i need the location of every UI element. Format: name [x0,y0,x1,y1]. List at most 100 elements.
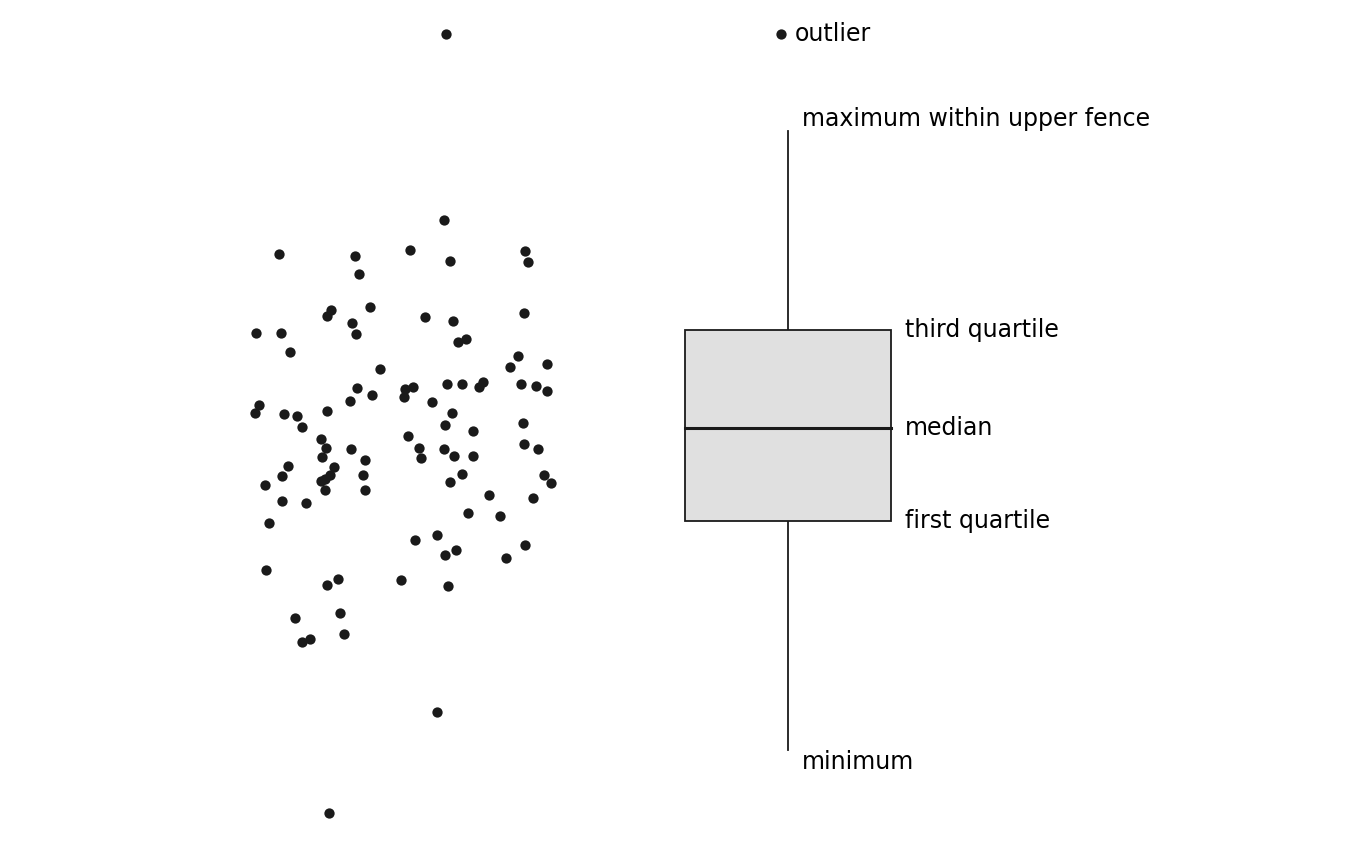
Point [521,491,543,505]
Point [514,245,536,258]
Point [340,394,362,407]
Point [536,357,558,370]
Point [321,303,343,317]
Point [311,450,333,463]
Point [340,442,362,456]
Point [270,469,292,483]
Point [359,301,381,314]
Point [462,424,484,438]
Point [329,606,351,620]
Point [254,479,276,492]
Point [271,494,293,507]
Point [299,633,321,646]
Point [495,551,517,565]
Point [462,449,484,462]
Point [354,453,376,467]
Point [245,326,267,340]
Point [439,475,461,489]
Point [446,544,468,557]
Point [517,255,539,268]
Point [536,385,558,398]
Point [398,429,420,443]
Point [345,327,367,340]
Point [341,316,363,329]
Point [314,483,336,496]
Point [392,390,414,404]
Point [277,459,299,473]
Point [317,578,339,591]
Point [437,579,459,593]
Point [433,442,455,456]
Point [455,332,477,346]
Point [322,460,344,473]
Point [318,806,340,820]
Point [269,247,291,261]
Point [258,517,280,530]
Point [399,243,421,257]
Point [510,377,532,390]
Point [526,442,548,456]
Point [436,377,458,390]
Point [473,375,495,389]
Point [287,409,308,423]
Point [354,483,376,496]
Text: outlier: outlier [795,22,872,46]
Point [270,326,292,340]
Point [451,378,473,391]
Point [441,314,463,328]
Point [513,307,535,320]
Point [426,529,448,542]
Point [435,27,457,41]
Point [439,254,461,268]
Point [344,249,366,263]
Point [326,573,348,586]
Point [507,349,529,363]
Point [489,509,511,523]
Point [511,416,533,429]
Point [369,362,391,375]
Point [315,309,337,323]
Point [310,473,332,487]
Point [295,496,317,510]
Point [292,421,314,435]
Point [333,628,355,641]
Point [318,468,340,482]
Point [433,418,455,432]
Point [513,437,535,451]
Point [458,506,480,519]
Point [433,213,455,226]
Point [451,468,473,481]
Point [409,441,430,455]
Point [468,380,489,394]
Point [352,468,374,482]
Point [533,468,555,481]
Point [391,573,413,587]
Point [361,388,383,401]
Text: minimum: minimum [802,750,914,773]
Text: first quartile: first quartile [905,509,1050,533]
Point [315,405,337,418]
Point [525,379,547,392]
Point [403,380,425,394]
Point [348,268,370,281]
Point [421,395,443,408]
Point [433,549,455,562]
Point [291,635,313,649]
Point [278,346,300,359]
Point [315,441,337,455]
Point [478,488,500,501]
Point [284,611,306,624]
Point [404,534,426,547]
Point [514,539,536,552]
Point [410,451,432,464]
Bar [686,330,891,521]
Point [345,381,367,395]
Point [395,382,417,396]
Point [771,27,792,41]
Point [540,477,562,490]
Point [425,706,447,719]
Text: maximum within upper fence: maximum within upper fence [802,108,1150,131]
Point [443,450,465,463]
Point [499,360,521,374]
Point [273,407,295,421]
